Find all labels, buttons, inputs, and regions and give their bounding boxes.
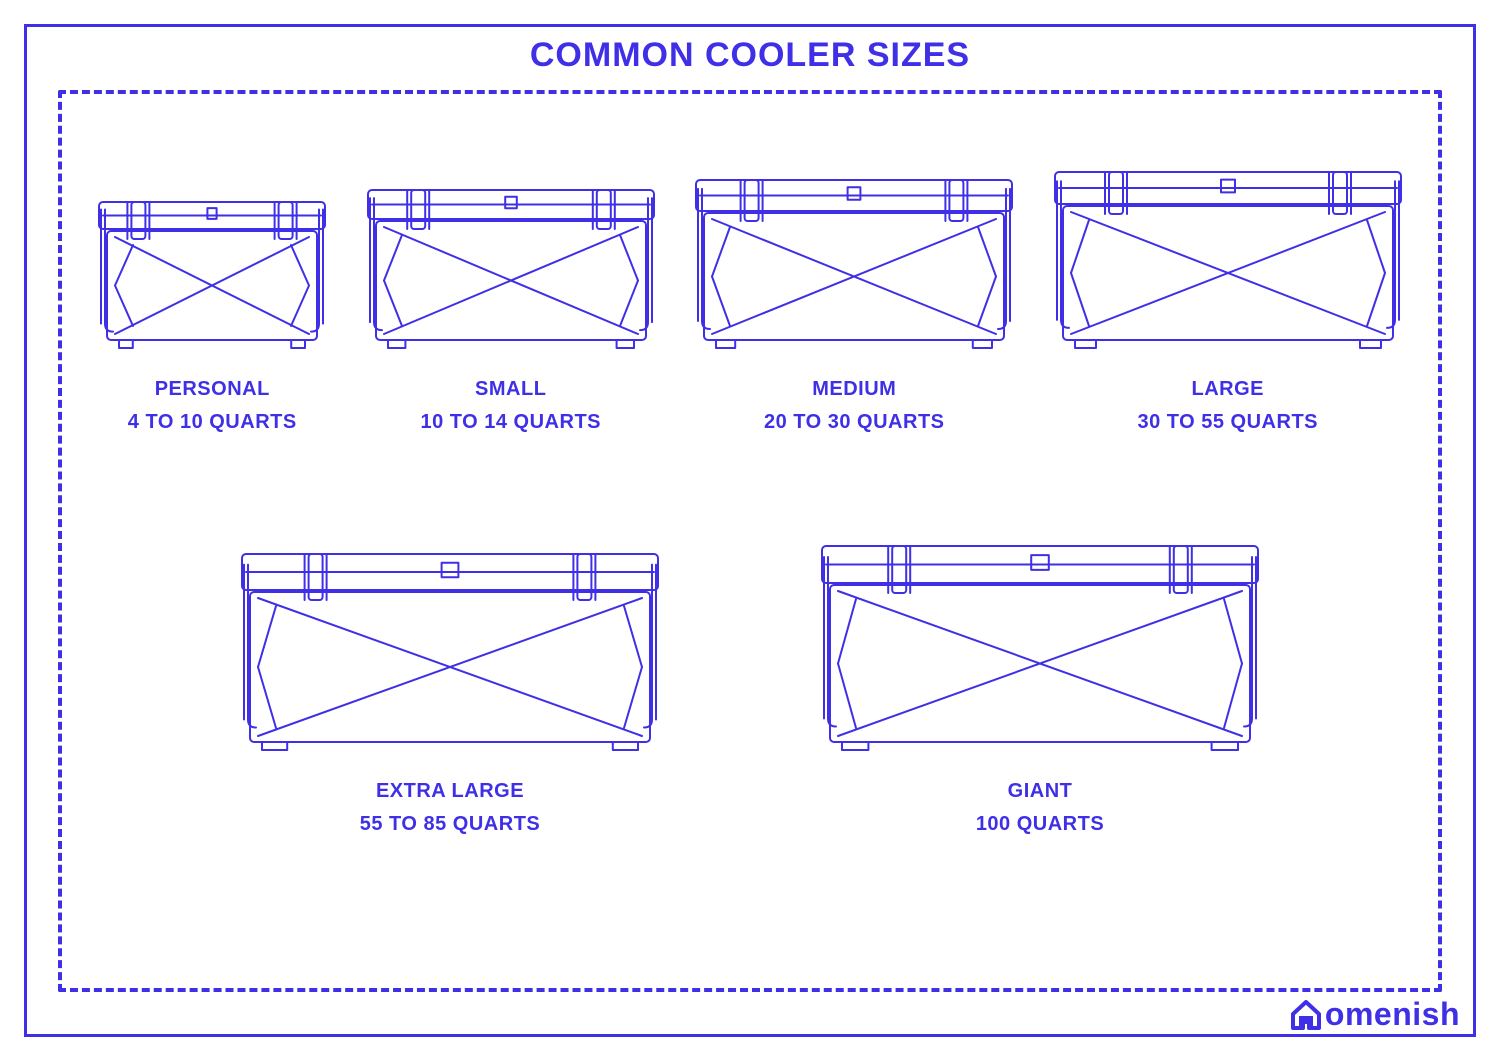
- cooler-cell: LARGE 30 TO 55 QUARTS: [1053, 170, 1403, 434]
- brand-logo: omenish: [1289, 996, 1460, 1033]
- cooler-name: SMALL: [475, 378, 546, 401]
- cooler-cell: MEDIUM 20 TO 30 QUARTS: [694, 178, 1014, 434]
- cooler-name: EXTRA LARGE: [376, 780, 524, 803]
- cooler-icon: [820, 544, 1260, 752]
- cooler-icon: [240, 552, 660, 752]
- cooler-range: 10 TO 14 QUARTS: [420, 411, 601, 434]
- cooler-name: MEDIUM: [812, 378, 896, 401]
- cooler-cell: EXTRA LARGE 55 TO 85 QUARTS: [240, 552, 660, 836]
- page-title: COMMON COOLER SIZES: [0, 36, 1500, 75]
- brand-text: omenish: [1325, 996, 1460, 1033]
- cooler-range: 4 TO 10 QUARTS: [128, 411, 297, 434]
- cooler-row-2: EXTRA LARGE 55 TO 85 QUARTS: [78, 544, 1422, 836]
- cooler-grid: PERSONAL 4 TO 10 QUARTS: [78, 150, 1422, 836]
- cooler-cell: GIANT 100 QUARTS: [820, 544, 1260, 836]
- cooler-row-1: PERSONAL 4 TO 10 QUARTS: [78, 170, 1422, 434]
- cooler-name: LARGE: [1192, 378, 1265, 401]
- cooler-icon: [1053, 170, 1403, 350]
- cooler-range: 100 QUARTS: [976, 813, 1104, 836]
- cooler-icon: [97, 200, 327, 350]
- cooler-range: 20 TO 30 QUARTS: [764, 411, 945, 434]
- cooler-range: 30 TO 55 QUARTS: [1137, 411, 1318, 434]
- cooler-icon: [366, 188, 656, 350]
- cooler-icon: [694, 178, 1014, 350]
- cooler-name: PERSONAL: [155, 378, 270, 401]
- cooler-name: GIANT: [1008, 780, 1073, 803]
- home-icon: [1289, 1000, 1323, 1030]
- cooler-range: 55 TO 85 QUARTS: [360, 813, 541, 836]
- cooler-cell: SMALL 10 TO 14 QUARTS: [366, 188, 656, 434]
- cooler-cell: PERSONAL 4 TO 10 QUARTS: [97, 200, 327, 434]
